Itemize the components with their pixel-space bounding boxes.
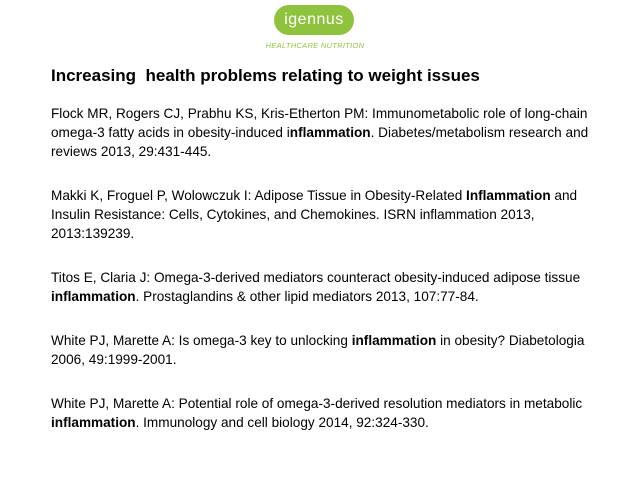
reference-item: White PJ, Marette A: Is omega-3 key to u… xyxy=(51,331,611,369)
page-title: Increasing health problems relating to w… xyxy=(51,66,480,85)
reference-text: . Immunology and cell biology 2014, 92:3… xyxy=(135,415,429,430)
reference-keyword: inflammation xyxy=(351,333,437,348)
igennus-logo: igennus HEALTHCARE NUTRITION xyxy=(262,5,368,55)
reference-text: in obesity? Diabetologia 2006, 49:1999-2… xyxy=(51,333,585,367)
reference-item: Makki K, Froguel P, Wolowczuk I: Adipose… xyxy=(51,186,611,243)
logo-wordmark: igennus xyxy=(284,11,344,28)
logo-tagline: HEALTHCARE NUTRITION xyxy=(265,41,365,50)
reference-item: White PJ, Marette A: Potential role of o… xyxy=(51,394,611,432)
reference-keyword: Inflammation xyxy=(466,188,551,203)
reference-text: White PJ, Marette A: Is omega-3 key to u… xyxy=(51,333,352,348)
reference-item: Titos E, Claria J: Omega-3-derived media… xyxy=(51,268,611,306)
reference-text: . Diabetes/metabolism research and revie… xyxy=(51,125,589,159)
reference-text: Flock MR, Rogers CJ, Prabhu KS, Kris-Eth… xyxy=(51,106,588,140)
reference-list: Flock MR, Rogers CJ, Prabhu KS, Kris-Eth… xyxy=(51,104,611,457)
reference-text: and Insulin Resistance: Cells, Cytokines… xyxy=(51,188,578,241)
reference-text: Titos E, Claria J: Omega-3-derived media… xyxy=(51,270,581,285)
reference-text: White PJ, Marette A: Potential role of o… xyxy=(51,396,583,411)
reference-keyword: inflammation xyxy=(51,415,136,430)
reference-keyword: nflammation xyxy=(289,125,371,140)
reference-text: Makki K, Froguel P, Wolowczuk I: Adipose… xyxy=(51,188,467,203)
reference-item: Flock MR, Rogers CJ, Prabhu KS, Kris-Eth… xyxy=(51,104,611,161)
logo-badge: igennus xyxy=(274,5,354,35)
reference-text: . Prostaglandins & other lipid mediators… xyxy=(135,289,479,304)
reference-keyword: inflammation xyxy=(51,289,136,304)
